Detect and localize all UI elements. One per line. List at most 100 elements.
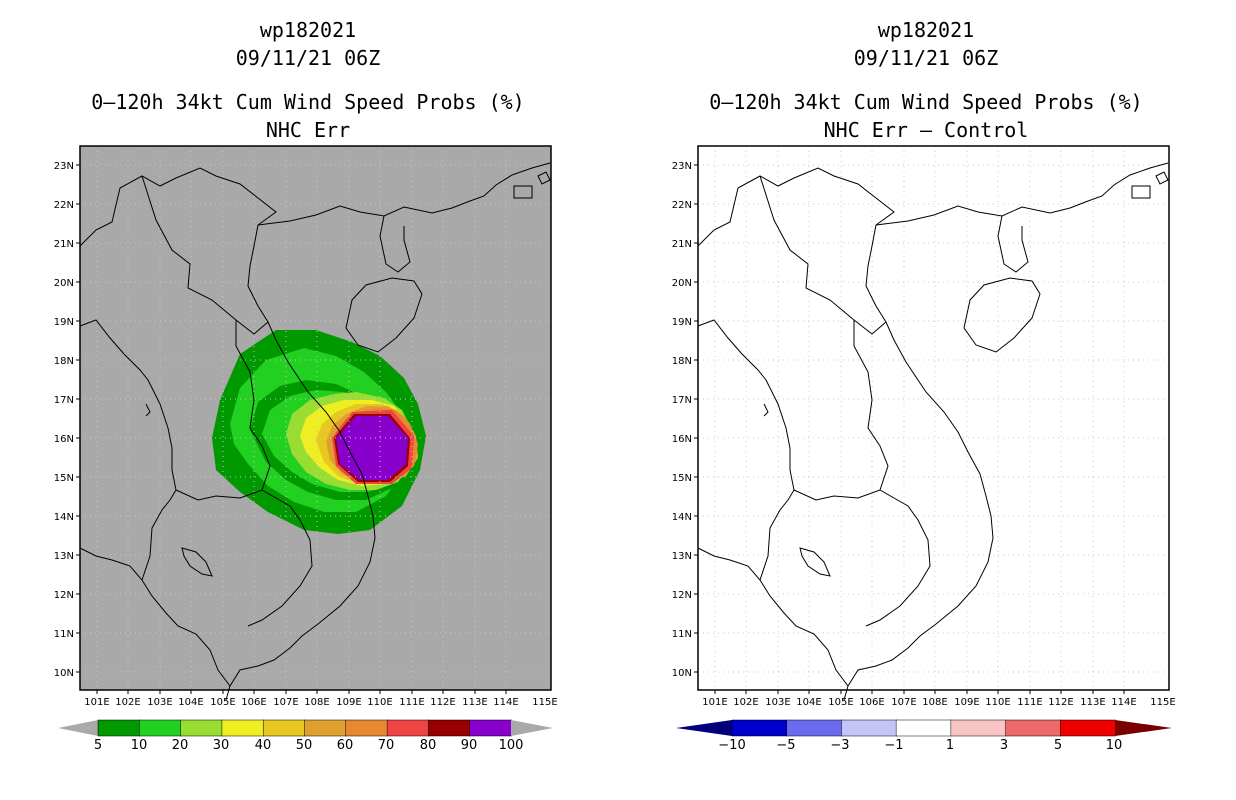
colorbar-label: 100 [499, 738, 524, 753]
right-map-background [698, 146, 1169, 690]
colorbar-label: 40 [255, 738, 272, 753]
left-colorbar: 5 10 20 30 40 50 60 70 80 90 100 [58, 719, 553, 753]
colorbar-cell [221, 719, 264, 737]
left-colorbar-labels: 5 10 20 30 40 50 60 70 80 90 100 [94, 738, 524, 753]
lat-label: 21N [54, 239, 74, 250]
colorbar-label: 20 [172, 738, 189, 753]
colorbar-cell [469, 719, 512, 737]
colorbar-cell [786, 719, 843, 737]
left-grid [80, 146, 551, 690]
lon-label: 109E [954, 697, 979, 708]
lat-label: 20N [672, 278, 692, 289]
colorbar-cell [97, 719, 141, 737]
right-lat-labels: 23N 22N 21N 20N 19N 18N 17N 16N 15N 14N … [672, 161, 692, 679]
lat-label: 20N [54, 278, 74, 289]
lat-label: 16N [54, 434, 74, 445]
colorbar-label: 3 [1000, 738, 1008, 753]
colorbar-cell [731, 719, 788, 737]
lon-label: 115E [1150, 697, 1175, 708]
right-colorbar-labels: −10 −5 −3 −1 1 3 5 10 [718, 738, 1122, 753]
lat-label: 10N [672, 668, 692, 679]
colorbar-cell [139, 719, 182, 737]
colorbar-label: 80 [420, 738, 437, 753]
colorbar-label: 70 [378, 738, 395, 753]
colorbar-label: 50 [296, 738, 313, 753]
lat-label: 12N [54, 590, 74, 601]
lon-label: 105E [210, 697, 235, 708]
lat-label: 13N [672, 551, 692, 562]
right-map: 23N 22N 21N 20N 19N 18N 17N 16N 15N 14N … [672, 145, 1176, 708]
lon-label: 106E [241, 697, 266, 708]
lat-label: 19N [672, 317, 692, 328]
left-probability-contours [212, 330, 426, 534]
colorbar-cell [428, 719, 471, 737]
left-lon-labels: 101E 102E 103E 104E 105E 106E 107E 108E … [84, 697, 557, 708]
left-lat-labels: 23N 22N 21N 20N 19N 18N 17N 16N 15N 14N … [54, 161, 74, 679]
lat-label: 18N [54, 356, 74, 367]
colorbar-label: 10 [1106, 738, 1123, 753]
right-lon-ticks [714, 690, 1125, 694]
lon-label: 104E [178, 697, 203, 708]
right-title-storm-id: wp182021 [877, 18, 975, 42]
lat-label: 15N [54, 473, 74, 484]
lon-label: 107E [891, 697, 916, 708]
lon-label: 114E [493, 697, 518, 708]
colorbar-label: 90 [461, 738, 478, 753]
right-title-product: 0–120h 34kt Cum Wind Speed Probs (%) [709, 90, 1143, 114]
lat-label: 22N [54, 200, 74, 211]
colorbar-label: 60 [337, 738, 354, 753]
right-lon-labels: 101E 102E 103E 104E 105E 106E 107E 108E … [702, 697, 1175, 708]
colorbar-cell [841, 719, 897, 737]
right-colorbar-cells [731, 719, 1116, 737]
lat-label: 11N [54, 629, 74, 640]
colorbar-label: −3 [830, 738, 849, 753]
colorbar-label: 5 [1054, 738, 1062, 753]
lon-label: 112E [1048, 697, 1073, 708]
right-lat-ticks [694, 164, 698, 673]
lon-label: 103E [147, 697, 172, 708]
left-map-frame [79, 145, 552, 691]
lon-label: 108E [922, 697, 947, 708]
colorbar-cell [950, 719, 1007, 737]
colorbar-cell [262, 719, 306, 737]
lat-label: 14N [54, 512, 74, 523]
lon-label: 104E [796, 697, 821, 708]
lon-label: 103E [765, 697, 790, 708]
colorbar-over-arrow [511, 720, 553, 736]
lat-label: 14N [672, 512, 692, 523]
lon-label: 106E [859, 697, 884, 708]
lon-label: 114E [1111, 697, 1136, 708]
left-lon-ticks [96, 690, 507, 694]
colorbar-cell [386, 719, 430, 737]
left-colorbar-cells [97, 719, 512, 737]
lon-label: 113E [462, 697, 487, 708]
colorbar-cell [345, 719, 388, 737]
lon-label: 107E [273, 697, 298, 708]
right-map-frame [697, 145, 1170, 691]
lon-label: 113E [1080, 697, 1105, 708]
lat-label: 10N [54, 668, 74, 679]
left-title-storm-id: wp182021 [259, 18, 357, 42]
lat-label: 17N [54, 395, 74, 406]
colorbar-label: 30 [213, 738, 230, 753]
lat-label: 17N [672, 395, 692, 406]
left-title-datetime: 09/11/21 06Z [235, 46, 381, 70]
lon-label: 101E [84, 697, 109, 708]
colorbar-over-arrow [1115, 720, 1172, 736]
lat-label: 12N [672, 590, 692, 601]
left-lat-ticks [76, 164, 80, 673]
lon-label: 110E [367, 697, 392, 708]
lon-label: 112E [430, 697, 455, 708]
lon-label: 102E [115, 697, 140, 708]
lat-label: 23N [672, 161, 692, 172]
right-colorbar: −10 −5 −3 −1 1 3 5 10 [676, 719, 1172, 753]
left-title-method: NHC Err [265, 118, 351, 142]
lon-label: 101E [702, 697, 727, 708]
lon-label: 109E [336, 697, 361, 708]
lat-label: 11N [672, 629, 692, 640]
colorbar-cell [1060, 719, 1116, 737]
lon-label: 111E [399, 697, 424, 708]
colorbar-cell [1005, 719, 1062, 737]
lon-label: 108E [304, 697, 329, 708]
